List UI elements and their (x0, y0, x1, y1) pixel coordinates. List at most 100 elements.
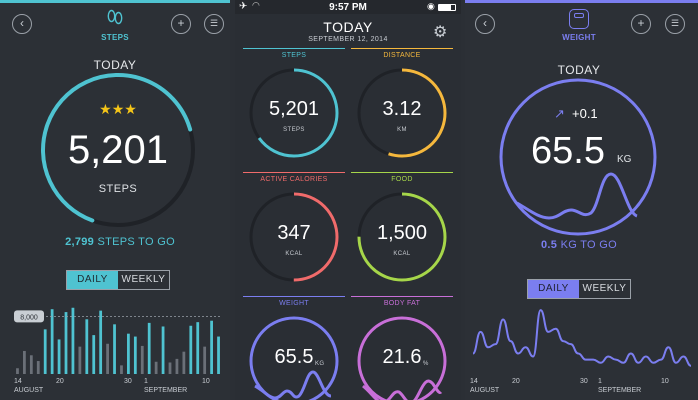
airplane-icon: ✈ (239, 1, 248, 12)
tile-active-calories[interactable]: ACTIVE CALORIES 347 KCAL (243, 172, 345, 292)
tab-steps[interactable]: STEPS (101, 33, 129, 42)
tile-value: 65.5 (274, 346, 314, 368)
page-title: TODAY (323, 19, 373, 35)
axis-tick-30: 30 (580, 378, 588, 385)
bar-15 (23, 350, 26, 374)
tile-unit: KG (315, 361, 325, 367)
add-button[interactable]: + (631, 14, 651, 34)
bar-14 (16, 368, 19, 374)
tile-accent-line (243, 172, 345, 173)
bar-12 (217, 336, 220, 374)
bar-23 (78, 346, 82, 374)
tile-trend-line (254, 370, 332, 400)
list-icon: ☰ (209, 18, 219, 28)
tile-unit: KCAL (285, 251, 303, 257)
tile-accent-line (351, 296, 453, 297)
weight-screen: ‹ WEIGHT + ☰ TODAY ↗ +0.1 65.5 KG 0.5 KG… (465, 0, 698, 400)
arrow-up-right-icon: ↗ (554, 106, 565, 121)
tile-accent-line (243, 48, 345, 49)
weight-value: 65.5 (531, 130, 605, 172)
tile-ring (357, 192, 447, 282)
tile-label: BODY FAT (383, 300, 421, 307)
star-rating: ★★★ (99, 101, 137, 117)
bar-19 (50, 309, 54, 374)
tile-value: 3.12 (382, 98, 422, 120)
bar-26 (99, 310, 103, 374)
bar-30 (127, 333, 130, 374)
tile-distance[interactable]: DISTANCE 3.12 KM (351, 48, 453, 168)
period-toggle: DAILY WEEKLY (66, 270, 170, 290)
settings-gear-icon[interactable]: ⚙ (433, 24, 448, 41)
tile-value: 1,500 (376, 222, 428, 244)
page-date: SEPTEMBER 12, 2014 (308, 36, 388, 43)
bar-16 (29, 355, 33, 374)
tile-accent-line (351, 172, 453, 173)
steps-value: 5,201 (67, 128, 169, 172)
tile-accent-line (351, 48, 453, 49)
daily-tab[interactable]: DAILY (67, 271, 118, 289)
tile-weight[interactable]: WEIGHT 65.5 KG (243, 296, 345, 400)
bar-24 (85, 319, 89, 374)
steps-unit: STEPS (98, 183, 138, 195)
list-button[interactable]: ☰ (665, 14, 685, 34)
bar-22 (71, 307, 75, 374)
tile-progress-arc (357, 192, 447, 282)
steps-progress-ring (41, 73, 195, 227)
tile-label: STEPS (281, 52, 307, 59)
bar-5 (168, 362, 172, 374)
bar-3 (154, 361, 158, 374)
tile-body-fat[interactable]: BODY FAT 21.6% (351, 296, 453, 400)
tile-steps[interactable]: STEPS 5,201 STEPS (243, 48, 345, 168)
reference-label: 8,000 (14, 310, 44, 323)
daily-tab[interactable]: DAILY (528, 280, 579, 298)
tile-unit: KM (397, 127, 407, 133)
alarm-icon: ◉ (427, 1, 435, 11)
axis-tick-1: 1 (598, 378, 602, 385)
accent-bar (465, 0, 698, 3)
bar-29 (120, 365, 123, 374)
bar-4 (161, 326, 165, 374)
tile-value: 5,201 (268, 98, 320, 120)
tile-ring (249, 192, 339, 282)
tile-label: FOOD (391, 176, 413, 183)
tile-unit: STEPS (283, 127, 305, 133)
today-label: TODAY (557, 63, 601, 77)
scale-icon[interactable] (569, 9, 589, 29)
bar-28 (113, 324, 116, 374)
battery-icon (438, 4, 456, 11)
bar-9 (196, 322, 200, 374)
wifi-icon: ◠ (252, 0, 260, 10)
back-button[interactable]: ‹ (475, 14, 495, 34)
steps-progress-arc (41, 73, 195, 227)
weight-unit: KG (617, 154, 632, 165)
tile-ring (249, 316, 339, 400)
bar-8 (189, 325, 193, 374)
bar-2 (147, 322, 151, 374)
bar-27 (106, 343, 109, 374)
period-toggle: DAILY WEEKLY (527, 279, 631, 299)
footsteps-icon[interactable] (106, 9, 124, 29)
tile-ring (357, 316, 447, 400)
tab-weight[interactable]: WEIGHT (562, 33, 596, 42)
kg-to-go: 0.5 KG TO GO (499, 239, 659, 251)
weekly-tab[interactable]: WEEKLY (582, 283, 627, 294)
kg-to-go-text: KG TO GO (560, 239, 617, 251)
axis-tick-1: 1 (144, 378, 148, 385)
add-button[interactable]: + (171, 14, 191, 34)
axis-tick-10: 10 (661, 378, 669, 385)
weekly-tab[interactable]: WEEKLY (121, 274, 166, 285)
kg-to-go-value: 0.5 (541, 239, 558, 251)
back-button[interactable]: ‹ (12, 14, 32, 34)
bar-11 (210, 320, 213, 374)
tile-trend-line (362, 379, 443, 400)
tile-food[interactable]: FOOD 1,500 KCAL (351, 172, 453, 292)
dashboard-screen: ✈ ◠ 9:57 PM ◉ TODAY SEPTEMBER 12, 2014 ⚙… (235, 0, 461, 400)
weight-ring (499, 78, 657, 236)
list-button[interactable]: ☰ (204, 14, 224, 34)
steps-screen: ‹ STEPS + ☰ TODAY ★★★ 5,201 STEPS 2,799 … (0, 0, 230, 400)
axis-month-august: AUGUST (470, 387, 500, 394)
today-label: TODAY (93, 58, 137, 72)
plus-icon: + (177, 16, 185, 30)
axis-tick-14: 14 (14, 378, 22, 385)
bar-1 (140, 345, 144, 374)
